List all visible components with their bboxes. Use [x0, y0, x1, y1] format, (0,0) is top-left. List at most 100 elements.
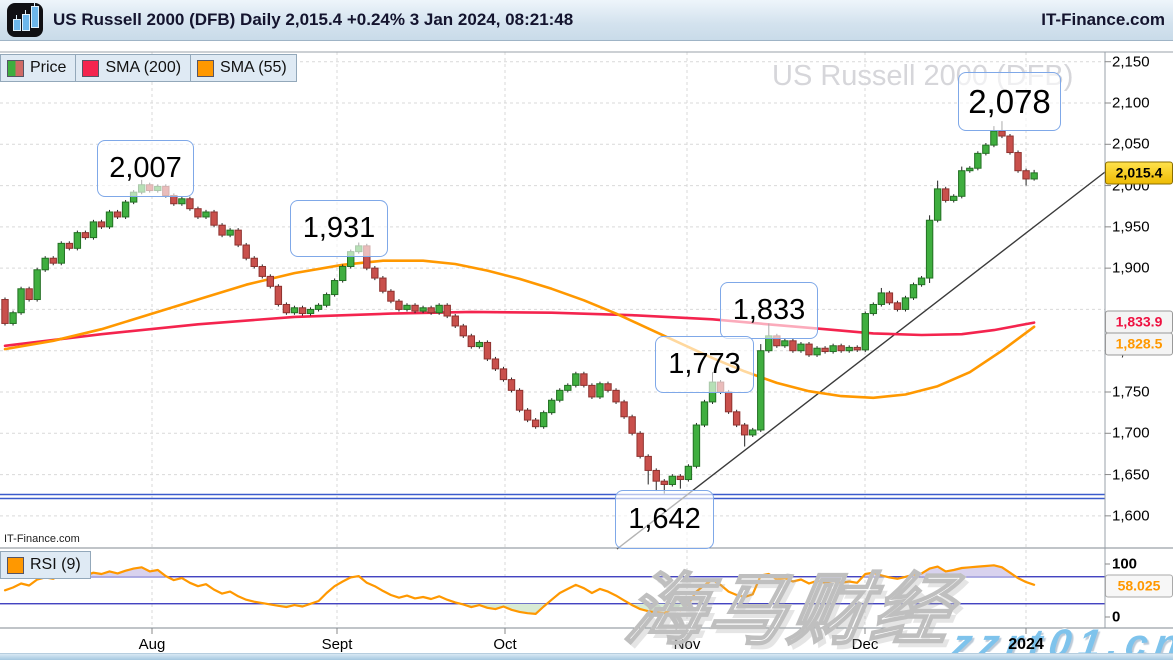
price-axis-label: 1,950: [1112, 218, 1150, 236]
price-tag-last: 2,015.4: [1105, 161, 1173, 185]
price-axis-label: 2,050: [1112, 135, 1150, 153]
candle-body: [548, 399, 556, 414]
price-callout: 1,931: [290, 200, 388, 257]
candle-body: [507, 379, 516, 391]
candle-body: [837, 345, 845, 352]
candle-body: [700, 401, 709, 426]
candle-body: [869, 303, 878, 315]
candle-body: [234, 229, 242, 246]
candle-body: [515, 389, 524, 411]
legend-sma200-label: SMA (200): [105, 59, 182, 76]
rsi-shading: [460, 603, 547, 614]
candle-body: [612, 389, 620, 403]
candle-body: [958, 170, 966, 197]
candle-body: [73, 232, 82, 249]
brand-link[interactable]: IT-Finance.com: [1041, 10, 1165, 29]
candle-body: [258, 265, 266, 277]
legend-item-price[interactable]: Price: [0, 54, 77, 82]
rsi-value-tag: 58.025: [1105, 574, 1173, 598]
candle-body: [1014, 152, 1022, 172]
price-axis-label: 1,650: [1112, 466, 1150, 484]
candle-body: [186, 198, 194, 210]
candle-body: [194, 208, 202, 218]
candle-body: [298, 307, 307, 315]
candle-body: [338, 265, 347, 282]
candle-body: [845, 346, 853, 352]
candle-body: [684, 465, 693, 481]
month-label-nov: Nov: [673, 636, 701, 653]
candle-body: [57, 242, 65, 264]
sma200-swatch-icon: [82, 59, 100, 77]
legend-item-rsi[interactable]: RSI (9): [0, 551, 91, 579]
candle-body: [572, 373, 580, 386]
candle-body: [539, 412, 548, 428]
candle-body: [121, 201, 130, 218]
candle-body: [467, 335, 476, 348]
candle-body: [580, 373, 588, 386]
candle-body: [306, 308, 315, 315]
candle-body: [218, 224, 226, 236]
candle-body: [740, 424, 749, 436]
candle-body: [966, 167, 974, 172]
candle-body: [813, 347, 821, 356]
candle-body: [990, 130, 998, 146]
price-tag-sma200: 1,833.9: [1105, 310, 1173, 334]
candle-body: [25, 288, 33, 301]
rsi-legend: RSI (9): [0, 551, 91, 579]
month-label-oct: Oct: [493, 636, 517, 653]
candle-body: [829, 345, 837, 353]
candle-body: [435, 304, 443, 314]
candle-body: [724, 391, 733, 413]
itfinance-small-label: IT-Finance.com: [4, 533, 80, 545]
candle-body: [451, 315, 459, 327]
candle-body: [636, 432, 644, 457]
sma55-line: [3, 259, 1036, 400]
candle-body: [644, 455, 652, 471]
candle-body: [628, 416, 636, 434]
sma200-line: [3, 310, 1036, 348]
rsi-axis-label: 100: [1112, 555, 1138, 573]
candle-body: [901, 297, 910, 310]
candle-body: [9, 312, 17, 324]
price-callout: 2,078: [958, 72, 1061, 131]
candle-body: [757, 350, 765, 431]
candle-body: [81, 232, 90, 239]
price-callout: 1,642: [615, 490, 714, 549]
candle-body: [909, 284, 918, 299]
chart-title: US Russell 2000 (DFB) Daily 2,015.4 +0.2…: [53, 10, 574, 29]
legend-item-sma200[interactable]: SMA (200): [75, 54, 192, 82]
candle-body: [821, 347, 829, 353]
candle-body: [202, 211, 210, 218]
candle-body: [330, 280, 339, 296]
candle-body: [781, 340, 789, 347]
candle-body: [266, 275, 275, 287]
candle-body: [371, 267, 379, 279]
price-axis-label: 1,700: [1112, 424, 1150, 442]
candle-body: [805, 343, 813, 356]
legend-item-sma55[interactable]: SMA (55): [190, 54, 297, 82]
candle-body: [1, 299, 9, 324]
candle-body: [65, 242, 74, 249]
candle-body: [1030, 172, 1038, 180]
price-tag-sma55: 1,828.5: [1105, 332, 1173, 356]
candle-body: [443, 304, 451, 317]
candle-body: [178, 198, 186, 205]
candle-body: [483, 341, 492, 360]
candle-body: [556, 389, 564, 401]
legend-rsi-label: RSI (9): [30, 556, 81, 573]
candle-body: [89, 221, 98, 239]
price-axis-label: 1,900: [1112, 259, 1150, 277]
month-label-dec: Dec: [851, 636, 879, 653]
legend-sma55-label: SMA (55): [220, 59, 287, 76]
month-label-sept: Sept: [321, 636, 353, 653]
candle-body: [877, 292, 886, 305]
sma55-swatch-icon: [197, 59, 215, 77]
rsi-line: [3, 564, 1036, 616]
candle-body: [885, 292, 894, 304]
candle-body: [893, 302, 902, 310]
candle-body: [588, 384, 596, 398]
candle-body: [982, 144, 990, 154]
candle-body: [491, 358, 500, 370]
candle-body: [998, 130, 1006, 137]
